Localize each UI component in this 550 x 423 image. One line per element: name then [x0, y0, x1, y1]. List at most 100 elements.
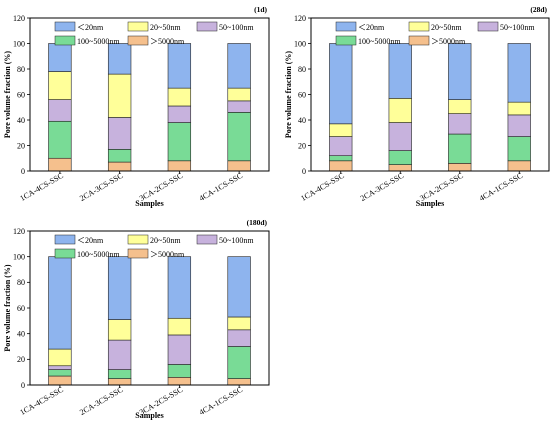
bar-segment — [227, 43, 251, 89]
x-axis-title: Samples — [135, 411, 163, 420]
legend-label: ＞5000nm — [150, 250, 185, 259]
y-tick-label: 120 — [13, 14, 25, 23]
bar-segment — [448, 133, 472, 164]
legend-label: 100~5000nm — [358, 37, 401, 46]
legend-swatch — [408, 21, 430, 32]
bar-segment — [507, 160, 531, 172]
x-tick-label: 4CA-1CS-SSC — [198, 171, 244, 203]
legend-swatch — [196, 21, 218, 32]
bar-segment — [329, 123, 353, 137]
bar-segment — [507, 136, 531, 162]
bar-segment — [48, 365, 72, 370]
bar-segment — [48, 369, 72, 377]
bar-segment — [107, 339, 132, 370]
bar-segment — [48, 348, 72, 367]
bar-segment — [507, 114, 531, 137]
legend-swatch — [127, 35, 149, 46]
x-axis-title: Samples — [416, 199, 444, 208]
x-tick-label: 2CA-3CS-SSC — [359, 171, 405, 203]
bar-segment — [329, 160, 353, 172]
bar-segment — [48, 99, 72, 122]
bar-segment — [329, 155, 353, 162]
y-tick-label: 40 — [17, 329, 25, 338]
bar-segment — [167, 87, 192, 107]
y-tick-label: 100 — [294, 39, 306, 48]
bar-segment — [107, 319, 132, 341]
bar-segment — [48, 71, 72, 100]
y-tick-label: 60 — [17, 304, 25, 313]
legend-swatch — [127, 21, 149, 32]
bar-segment — [448, 43, 472, 100]
legend-label: 50~100nm — [219, 236, 254, 245]
bar-segment — [167, 256, 192, 319]
bar-segment — [448, 113, 472, 135]
panel-tag: (28d) — [530, 5, 547, 14]
bar-segment — [48, 256, 72, 350]
x-axis-title: Samples — [135, 199, 163, 208]
x-tick-label: 4CA-1CS-SSC — [198, 385, 244, 417]
chart-panel-1: 1CA-4CS-SSC 2CA-3CS-SSC 3CA-2CS-SSC 4CA-1CS… — [284, 5, 550, 208]
legend: ＜20nm 20~50nm 50~100nm 100~5000nm ＞5000nm — [54, 234, 254, 259]
y-tick-label: 100 — [13, 39, 25, 48]
y-tick-label: 20 — [298, 141, 306, 150]
legend-label: 50~100nm — [219, 23, 254, 32]
legend-label: ＜20nm — [77, 23, 104, 32]
y-tick-label: 100 — [13, 252, 25, 261]
y-tick-label: 40 — [17, 116, 25, 125]
bar-segment — [227, 378, 251, 386]
legend-label: 20~50nm — [150, 23, 181, 32]
bar-segment — [329, 43, 353, 125]
x-tick-label: 1CA-4CS-SSC — [299, 171, 345, 203]
legend-label: ＞5000nm — [431, 37, 466, 46]
chart-panel-0: 1CA-4CS-SSC 2CA-3CS-SSC 3CA-2CS-SSC 4CA-1CS… — [3, 5, 270, 208]
bar-segment — [227, 329, 251, 347]
bar-segment — [227, 87, 251, 102]
bar-segment — [388, 122, 412, 151]
bar-segment — [227, 100, 251, 113]
bar-segment — [448, 163, 472, 172]
panel-tag: (1d) — [254, 5, 267, 14]
bar-segment — [167, 160, 192, 172]
y-tick-label: 40 — [298, 116, 306, 125]
legend-swatch — [408, 35, 430, 46]
legend-swatch — [54, 234, 76, 245]
x-tick-label: 1CA-4CS-SSC — [18, 385, 64, 417]
x-tick-label: 1CA-4CS-SSC — [18, 171, 64, 203]
legend-swatch — [335, 21, 357, 32]
legend-label: 100~5000nm — [77, 250, 120, 259]
y-tick-label: 20 — [17, 355, 25, 364]
bar-segment — [167, 364, 192, 378]
x-tick-label: 4CA-1CS-SSC — [478, 171, 524, 203]
y-tick-label: 80 — [17, 278, 25, 287]
bar-segment — [227, 160, 251, 172]
y-tick-label: 60 — [298, 90, 306, 99]
bar-segment — [107, 43, 132, 75]
bar-segment — [227, 112, 251, 162]
bar-segment — [227, 256, 251, 318]
bar-segment — [48, 375, 72, 386]
legend-swatch — [477, 21, 499, 32]
y-tick-label: 60 — [17, 90, 25, 99]
bar-segment — [107, 256, 132, 320]
y-tick-label: 80 — [298, 65, 306, 74]
legend-swatch — [127, 248, 149, 259]
bar-segment — [167, 317, 192, 336]
legend-swatch — [127, 234, 149, 245]
x-tick-label: 2CA-3CS-SSC — [78, 171, 124, 203]
legend-swatch — [335, 35, 357, 46]
legend-swatch — [54, 21, 76, 32]
bar-segment — [167, 376, 192, 386]
bar-segment — [388, 164, 412, 172]
panel-tag: (180d) — [247, 218, 268, 227]
bar-segment — [167, 334, 192, 365]
y-axis-title: Pore volume fraction (%) — [3, 264, 12, 351]
legend-label: ＜20nm — [77, 236, 104, 245]
bar-segment — [329, 136, 353, 156]
y-axis-title: Pore volume fraction (%) — [3, 51, 12, 138]
bar-segment — [507, 101, 531, 116]
bar-segment — [167, 122, 192, 162]
legend-swatch — [196, 234, 218, 245]
legend-label: ＜20nm — [358, 23, 385, 32]
legend: ＜20nm 20~50nm 50~100nm 100~5000nm ＞5000nm — [335, 21, 535, 46]
bar-segment — [107, 73, 132, 118]
